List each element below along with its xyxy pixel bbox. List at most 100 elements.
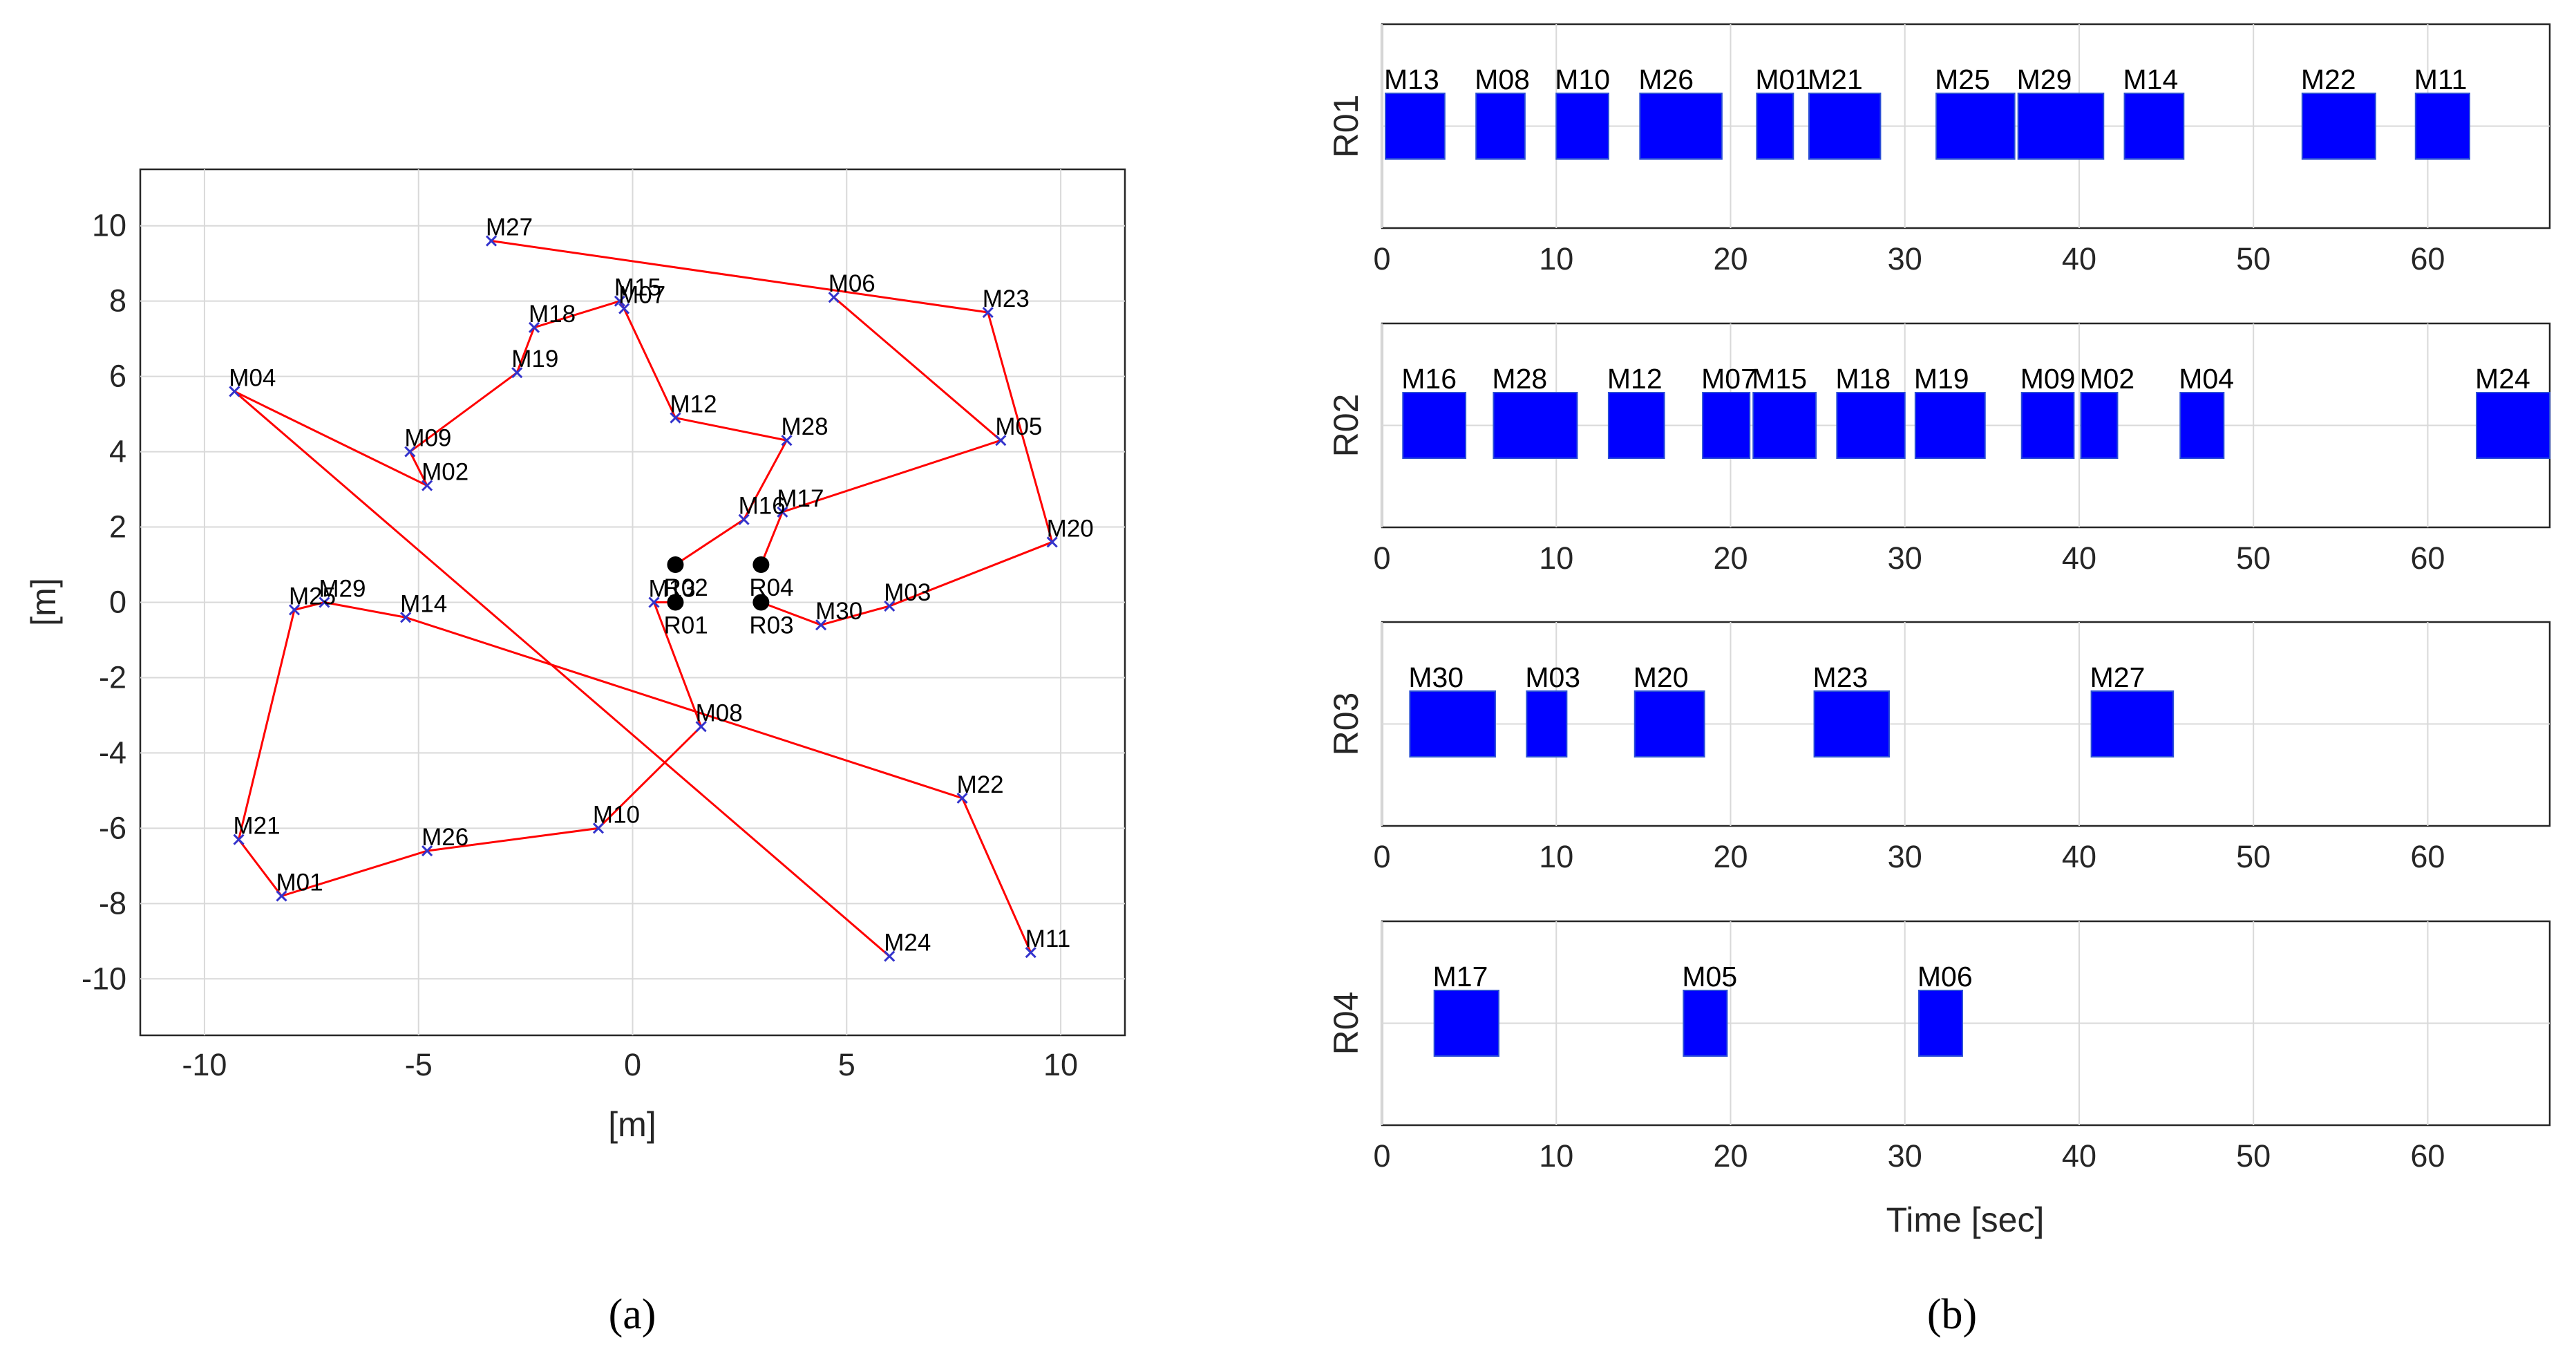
task-label: M14 [2123, 64, 2179, 95]
target-marker-m30 [815, 619, 827, 631]
task-label: M15 [1752, 363, 1807, 395]
target-label: M28 [782, 413, 828, 440]
robot-row-label: R04 [1327, 992, 1365, 1055]
schedule-xtick-label: 50 [2236, 241, 2271, 276]
target-marker-m06 [828, 292, 840, 303]
task-bar-m27 [2090, 690, 2175, 757]
target-marker-m08 [695, 721, 707, 733]
task-bar-m13 [1385, 93, 1446, 160]
task-bar-m20 [1633, 690, 1705, 757]
schedule-xtick-label: 0 [1373, 1138, 1390, 1174]
task-label: M08 [1475, 64, 1530, 95]
map-ytick-label: 2 [109, 509, 126, 545]
schedule-xtick-label: 10 [1539, 540, 1573, 576]
target-marker-m19 [511, 367, 523, 379]
target-marker-m27 [485, 235, 498, 247]
task-bar-m26 [1639, 93, 1723, 160]
schedule-xtick-label: 60 [2410, 540, 2445, 576]
target-label: M04 [229, 364, 276, 391]
target-label: M17 [777, 485, 824, 512]
task-label: M17 [1433, 961, 1488, 992]
task-bar-m17 [1433, 990, 1499, 1057]
task-label: M30 [1408, 661, 1464, 693]
task-label: M28 [1492, 363, 1547, 395]
target-marker-m10 [592, 822, 604, 834]
panel-a-caption: (a) [609, 1291, 656, 1338]
schedule-xlabel: Time [sec] [1886, 1201, 2045, 1239]
task-bar-m10 [1555, 93, 1609, 160]
task-label: M02 [2079, 363, 2134, 395]
target-label: M16 [739, 493, 786, 520]
target-marker-m14 [400, 612, 412, 623]
task-bar-m24 [2476, 392, 2551, 459]
task-label: M09 [2020, 363, 2076, 395]
schedule-xtick-label: 10 [1539, 839, 1573, 874]
target-label: M03 [884, 579, 931, 606]
target-marker-m20 [1046, 536, 1058, 548]
task-bar-m21 [1808, 93, 1882, 160]
robot-row-label: R01 [1327, 95, 1365, 158]
target-marker-m12 [670, 412, 681, 424]
robot-marker-r01 [667, 594, 684, 611]
task-label: M18 [1835, 363, 1891, 395]
robot-marker-r04 [752, 556, 770, 574]
map-ytick-label: -2 [99, 659, 126, 695]
schedule-row-r03: 0 10 20 30 40 50 60 R03 M30 M03 M20 M23 M27 [1327, 621, 2551, 874]
map-ytick-label: 6 [109, 359, 126, 394]
schedule-xtick-label: 60 [2410, 839, 2445, 874]
target-label: M21 [234, 813, 281, 840]
task-bar-m01 [1756, 93, 1794, 160]
schedule-xtick-label: 50 [2236, 540, 2271, 576]
task-bar-m29 [2017, 93, 2105, 160]
task-bar-m23 [1813, 690, 1891, 757]
task-label: M10 [1555, 64, 1610, 95]
route-line-r02 [234, 299, 891, 957]
map-ytick-label: -4 [99, 735, 126, 770]
task-label: M07 [1701, 363, 1756, 395]
schedule-xtick-label: 20 [1713, 540, 1748, 576]
schedule-xtick-label: 40 [2062, 540, 2096, 576]
robot-row-label: R02 [1327, 394, 1365, 458]
target-label: M07 [618, 282, 665, 309]
schedule-xtick-label: 40 [2062, 839, 2096, 874]
robot-row-label: R03 [1327, 693, 1365, 756]
task-label: M21 [1808, 64, 1863, 95]
target-label: M29 [319, 576, 366, 603]
target-label: M19 [511, 346, 558, 373]
map-xtick-label: 10 [1043, 1047, 1078, 1082]
robot-marker-r02 [667, 556, 684, 574]
schedule-xtick-label: 50 [2236, 839, 2271, 874]
task-label: M23 [1813, 661, 1868, 693]
target-label: M25 [289, 583, 336, 610]
schedule-xtick-label: 50 [2236, 1138, 2271, 1174]
route-line-r01 [237, 601, 1032, 953]
target-label: M30 [815, 598, 862, 625]
task-bar-m09 [2020, 392, 2075, 459]
task-bar-m14 [2123, 93, 2185, 160]
task-bar-m28 [1493, 392, 1578, 459]
schedule-xtick-label: 30 [1888, 241, 1922, 276]
schedule-xtick-label: 40 [2062, 241, 2096, 276]
target-label: M10 [593, 801, 640, 828]
schedule-xtick-label: 30 [1888, 1138, 1922, 1174]
schedule-xtick-label: 30 [1888, 839, 1922, 874]
target-label: M20 [1047, 515, 1094, 542]
target-marker-m17 [777, 506, 788, 518]
robot-label: R02 [663, 574, 708, 601]
target-marker-m07 [618, 303, 630, 314]
target-marker-m21 [233, 834, 245, 845]
task-label: M13 [1384, 64, 1439, 95]
target-label: M24 [884, 930, 931, 957]
task-bar-m08 [1475, 93, 1526, 160]
target-label: M15 [614, 274, 661, 301]
target-label: M22 [957, 771, 1004, 798]
task-bar-m19 [1914, 392, 1986, 459]
schedule-xtick-label: 60 [2410, 1138, 2445, 1174]
target-marker-m11 [1025, 947, 1036, 959]
schedule-xtick-label: 10 [1539, 241, 1573, 276]
task-label: M27 [2090, 661, 2146, 693]
task-label: M04 [2179, 363, 2234, 395]
target-marker-m29 [319, 596, 330, 608]
target-label: M27 [486, 214, 533, 241]
